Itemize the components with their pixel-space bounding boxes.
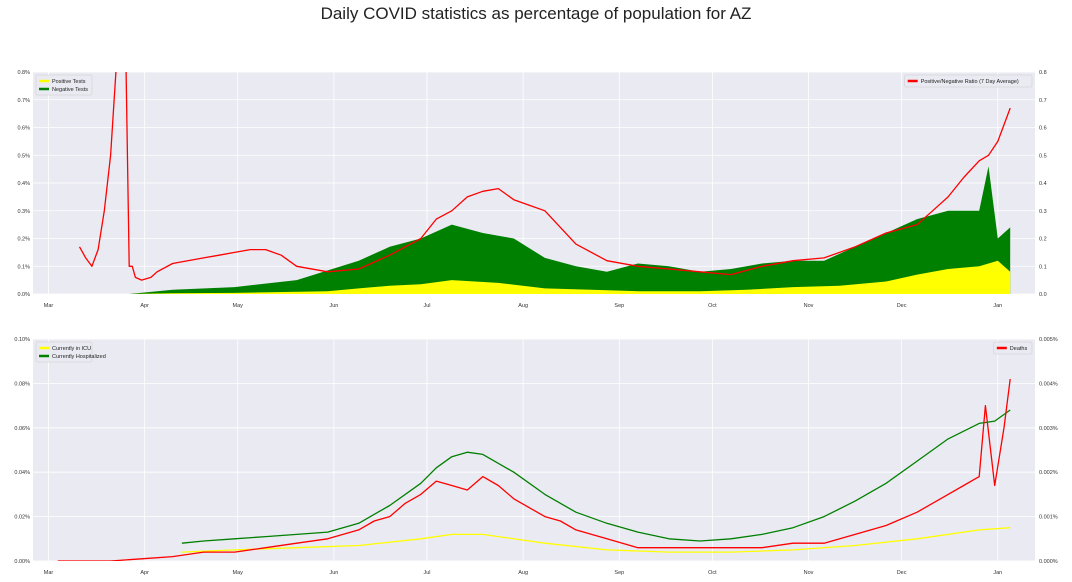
x-tick-label: Jan (993, 570, 1002, 576)
y-right-tick-label: 0.001% (1039, 515, 1058, 521)
y-left-tick-label: 0.2% (17, 237, 30, 243)
x-tick-label: Jul (423, 303, 430, 309)
x-tick-label: Aug (518, 303, 528, 309)
plot-body (78, 72, 1011, 294)
y-left-tick-label: 0.08% (14, 381, 30, 387)
legend-left: Currently in ICU Currently Hospitalized (35, 341, 106, 363)
y-left-tick-label: 0.1% (17, 264, 30, 270)
area-negative-tests (129, 166, 1011, 294)
y-right-tick-label: 0.003% (1039, 426, 1058, 432)
chart-title: Daily COVID statistics as percentage of … (320, 4, 752, 23)
x-tick-label: Mar (44, 570, 54, 576)
x-tick-label: Jul (423, 570, 430, 576)
legend-box (904, 74, 1033, 88)
line-deaths (57, 378, 1011, 561)
y-right-tick-label: 0.4 (1039, 181, 1047, 187)
y-right-tick-label: 0.7 (1039, 98, 1047, 104)
y-right-tick-label: 0.3 (1039, 209, 1047, 215)
x-tick-label: May (233, 303, 244, 309)
plot-background (33, 339, 1035, 561)
legend-box (35, 74, 93, 96)
y-right-tick-label: 0.004% (1039, 381, 1058, 387)
y-right-tick-label: 0.002% (1039, 470, 1058, 476)
x-tick-label: Jun (329, 570, 338, 576)
x-tick-label: Sep (614, 570, 624, 576)
x-tick-label: Mar (44, 303, 54, 309)
x-tick-label: Aug (518, 570, 528, 576)
x-tick-label: Dec (897, 570, 907, 576)
y-right-tick-label: 0.000% (1039, 559, 1058, 565)
legend-right: Deaths (993, 341, 1033, 355)
y-left-tick-label: 0.4% (17, 181, 30, 187)
x-tick-label: Apr (140, 570, 149, 576)
y-right-tick-label: 0.8 (1039, 70, 1047, 76)
y-left-tick-label: 0.3% (17, 209, 30, 215)
x-tick-label: Dec (897, 303, 907, 309)
y-left-tick-label: 0.04% (14, 470, 30, 476)
legend-label-positive-tests: Positive Tests (52, 79, 86, 85)
y-left-tick-label: 0.8% (17, 70, 30, 76)
x-tick-label: Oct (708, 570, 717, 576)
legend-box (993, 341, 1033, 355)
x-tick-label: Jan (993, 303, 1002, 309)
y-left-tick-label: 0.06% (14, 426, 30, 432)
x-tick-label: May (233, 570, 244, 576)
x-tick-label: Nov (804, 570, 814, 576)
y-right-tick-label: 0.2 (1039, 237, 1047, 243)
legend-label-negative-tests: Negative Tests (52, 87, 88, 93)
x-tick-label: Apr (140, 303, 149, 309)
y-right-tick-label: 0.005% (1039, 337, 1058, 343)
bottom-chart-panel: 0.00% 0.02% 0.04% 0.06% 0.08% 0.10% 0.000% 0.00… (14, 337, 1057, 576)
y-left-tick-label: 0.7% (17, 98, 30, 104)
y-right-tick-label: 0.5 (1039, 153, 1047, 159)
legend-label-currently-hospitalized: Currently Hospitalized (52, 354, 106, 360)
y-left-tick-label: 0.10% (14, 337, 30, 343)
area-positive-tests (129, 260, 1011, 294)
top-chart-panel: 0.0% 0.1% 0.2% 0.3% 0.4% 0.5% 0.6% 0.7% 0.8% 0.0 0… (17, 70, 1047, 309)
legend-label-deaths: Deaths (1010, 346, 1028, 352)
x-tick-label: Nov (804, 303, 814, 309)
y-left-tick-label: 0.02% (14, 515, 30, 521)
legend-label-currently-in-icu: Currently in ICU (52, 346, 91, 352)
legend-left: Positive Tests Negative Tests (35, 74, 93, 96)
y-right-tick-label: 0.6 (1039, 126, 1047, 132)
line-currently-hospitalized (181, 409, 1011, 544)
line-currently-in-icu (181, 527, 1011, 553)
legend-box (35, 341, 93, 363)
plot-body (57, 378, 1011, 561)
y-left-tick-label: 0.0% (17, 292, 30, 298)
y-left-tick-label: 0.5% (17, 153, 30, 159)
y-left-tick-label: 0.00% (14, 559, 30, 565)
x-tick-label: Oct (708, 303, 717, 309)
line-positive-negative-ratio-7-day-average (78, 72, 1011, 281)
y-right-tick-label: 0.1 (1039, 264, 1047, 270)
legend-right: Positive/Negative Ratio (7 Day Average) (904, 74, 1033, 88)
y-right-tick-label: 0.0 (1039, 292, 1047, 298)
x-tick-label: Jun (329, 303, 338, 309)
y-left-tick-label: 0.6% (17, 126, 30, 132)
legend-label-positive-negative-ratio-7-day-average: Positive/Negative Ratio (7 Day Average) (921, 79, 1019, 85)
x-tick-label: Sep (614, 303, 624, 309)
